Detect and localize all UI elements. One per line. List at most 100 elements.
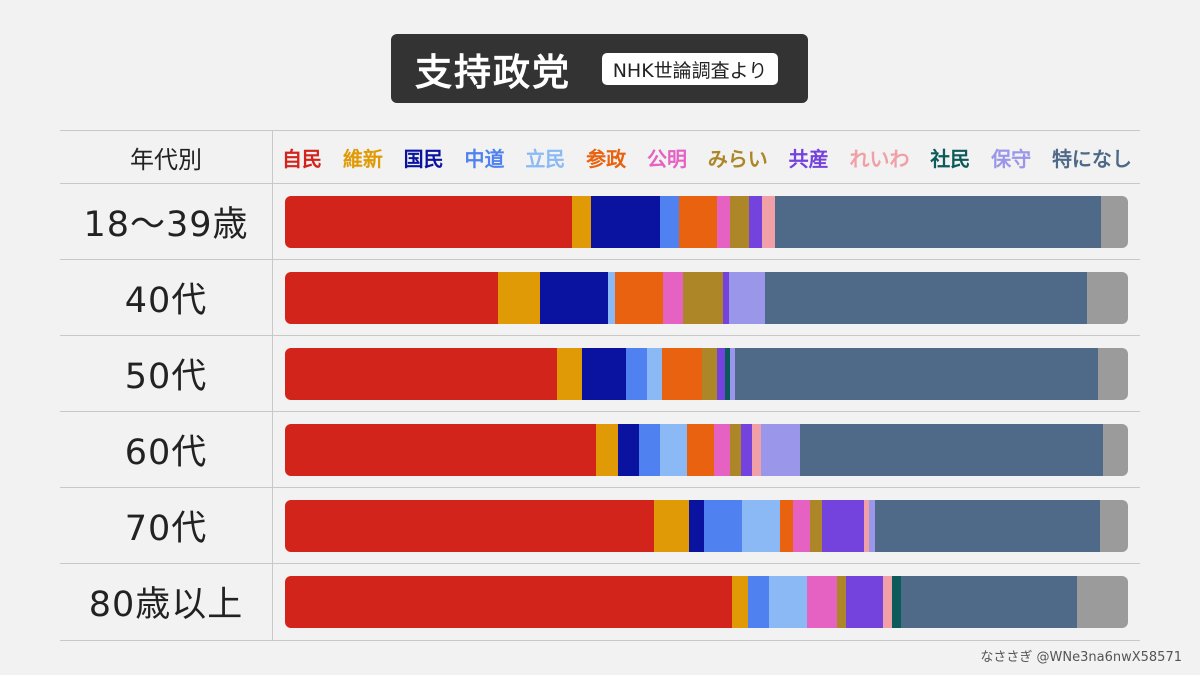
credit: なささぎ @WNe3na6nwX58571: [980, 650, 1182, 665]
bar-segment: [704, 500, 743, 552]
bar-segment: [774, 196, 1101, 248]
bar-segment: [285, 424, 597, 476]
legend-item: 維新: [342, 146, 383, 171]
bar-segment: [617, 424, 639, 476]
bar-segment: [875, 500, 1101, 552]
bar-segment: [285, 576, 733, 628]
bar-segment: [714, 424, 731, 476]
bar-segment: [735, 348, 1099, 400]
row-line-4: [60, 487, 1140, 488]
legend-item: 国民: [403, 146, 444, 171]
bar-segment: [689, 500, 705, 552]
bar-segment: [661, 348, 703, 400]
bar-segment: [539, 272, 608, 324]
legend-item: れいわ: [849, 146, 910, 171]
chart-title: 支持政党: [415, 50, 571, 94]
bar-segment: [741, 424, 753, 476]
bar-segment: [687, 424, 715, 476]
bar-segment: [749, 196, 763, 248]
bar-segment: [498, 272, 540, 324]
row-line-2: [60, 335, 1140, 336]
bar-segment: [729, 272, 765, 324]
row-label: 40代: [124, 281, 208, 321]
bar-segment: [807, 576, 838, 628]
stacked-bar: [285, 272, 1128, 324]
legend-item: 共産: [788, 146, 829, 171]
bar-segment: [581, 348, 627, 400]
source-badge: NHK世論調査より: [602, 53, 778, 85]
bar-segment: [780, 500, 793, 552]
bar-segment: [1102, 424, 1128, 476]
legend-item: 参政: [586, 146, 627, 171]
bar-segment: [285, 500, 654, 552]
bar-segment: [724, 348, 731, 400]
bar-segment: [892, 576, 901, 628]
bar-segment: [900, 576, 1078, 628]
bar-segment: [845, 576, 883, 628]
row-line-5: [60, 563, 1140, 564]
bar-segment: [590, 196, 661, 248]
legend-item: 社民: [930, 146, 971, 171]
category-header: 年代別: [130, 145, 202, 174]
bar-segment: [653, 500, 690, 552]
bar-segment: [1087, 272, 1128, 324]
bar-segment: [882, 576, 893, 628]
bar-segment: [716, 348, 725, 400]
bar-segment: [1077, 576, 1128, 628]
bar-segment: [752, 424, 762, 476]
legend-item: 中道: [464, 146, 505, 171]
bar-segment: [730, 196, 750, 248]
bar-segment: [863, 500, 870, 552]
bar-segment: [1100, 500, 1128, 552]
bar-segment: [762, 196, 775, 248]
bar-segment: [614, 272, 663, 324]
bar-segment: [730, 348, 736, 400]
bar-segment: [732, 576, 749, 628]
bar-segment: [682, 272, 724, 324]
bar-segment: [723, 272, 730, 324]
bar-segment: [647, 348, 662, 400]
bar-segment: [660, 196, 680, 248]
bar-segment: [822, 500, 864, 552]
legend-item: 公明: [646, 146, 687, 171]
bar-segment: [837, 576, 846, 628]
legend: 自民 維新 国民 中道 立民 参政 公明 みらい 共産 れいわ 社民 保守 特になし: [282, 131, 1132, 183]
bar-segment: [285, 196, 572, 248]
stacked-bar: [285, 348, 1128, 400]
bar-segment: [809, 500, 823, 552]
bar-segment: [764, 272, 1088, 324]
bar-segment: [1100, 196, 1128, 248]
legend-item: 自民: [282, 146, 322, 171]
bar-segment: [285, 348, 558, 400]
row-label: 50代: [124, 357, 208, 397]
bar-segment: [607, 272, 615, 324]
stacked-bar: [285, 576, 1128, 628]
bar-segment: [717, 196, 731, 248]
row-line-3: [60, 411, 1140, 412]
bar-segment: [662, 272, 683, 324]
bar-segment: [1098, 348, 1128, 400]
bar-segment: [285, 272, 499, 324]
stacked-bar: [285, 424, 1128, 476]
row-label: 60代: [124, 433, 208, 473]
bar-segment: [792, 500, 810, 552]
legend-item: 保守: [991, 146, 1032, 171]
stacked-bar: [285, 500, 1128, 552]
header-bottom-line: [60, 183, 1140, 184]
row-line-1: [60, 259, 1140, 260]
bar-segment: [869, 500, 876, 552]
bar-segment: [557, 348, 582, 400]
bar-segment: [769, 576, 808, 628]
bar-segment: [659, 424, 688, 476]
row-label: 18〜39歳: [83, 205, 249, 245]
bar-segment: [679, 196, 718, 248]
bar-segment: [626, 348, 648, 400]
bar-segment: [761, 424, 800, 476]
bar-segment: [730, 424, 742, 476]
table-bottom-line: [60, 640, 1140, 641]
bar-segment: [596, 424, 618, 476]
row-label: 80歳以上: [88, 585, 244, 625]
title-box: 支持政党 NHK世論調査より: [391, 34, 808, 103]
header-top-line: [60, 130, 1140, 131]
bar-segment: [702, 348, 717, 400]
